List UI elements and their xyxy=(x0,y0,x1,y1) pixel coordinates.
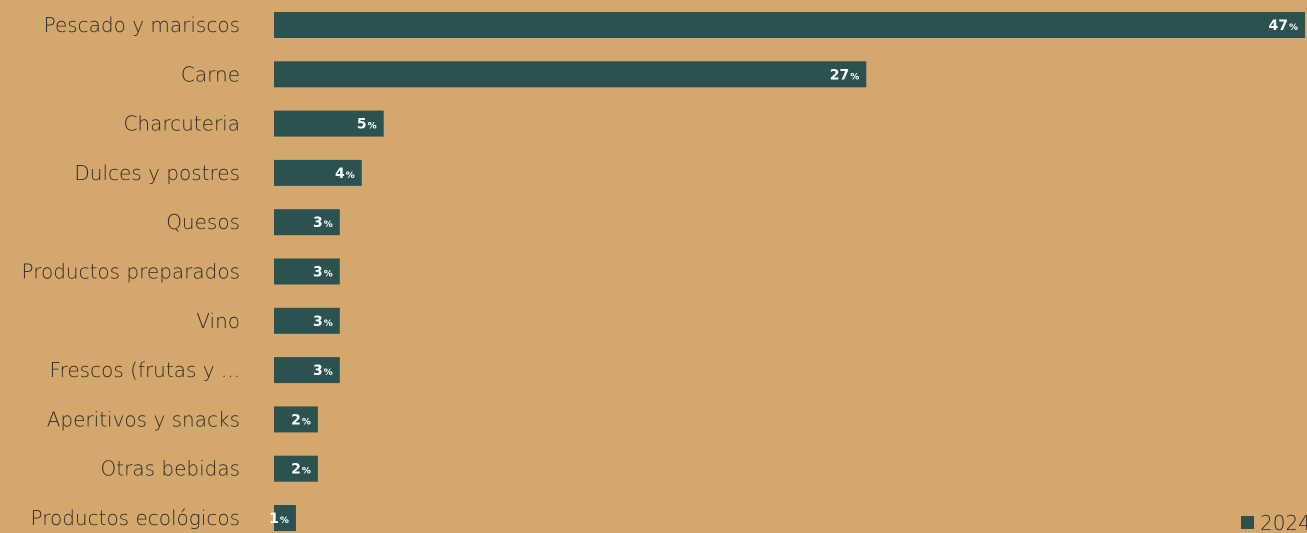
category-label: Frescos (frutas y ... xyxy=(50,358,240,382)
bar xyxy=(274,110,384,137)
bar xyxy=(274,12,1305,38)
value-label: 47% xyxy=(1268,18,1298,34)
bar xyxy=(274,505,296,531)
bar xyxy=(274,258,340,285)
value-label: 1% xyxy=(269,511,289,527)
value-number: 5 xyxy=(357,117,367,133)
value-label: 3% xyxy=(313,363,333,379)
category-label: Vino xyxy=(196,309,240,333)
legend: 2024 xyxy=(1241,511,1307,533)
category-label: Pescado y mariscos xyxy=(44,13,240,37)
bar xyxy=(274,455,318,482)
value-unit: % xyxy=(346,171,355,181)
bar xyxy=(274,159,362,186)
category-labels: Pescado y mariscos Carne Charcuteria Dulces… xyxy=(21,13,240,530)
value-label: 2% xyxy=(291,462,311,478)
value-number: 2 xyxy=(291,412,301,428)
value-label: 3% xyxy=(313,265,333,281)
bar xyxy=(274,209,340,236)
value-number: 3 xyxy=(313,363,323,379)
value-unit: % xyxy=(302,417,311,427)
category-label: Otras bebidas xyxy=(101,457,240,481)
value-unit: % xyxy=(280,516,289,526)
category-label: Carne xyxy=(181,62,240,86)
value-number: 3 xyxy=(313,265,323,281)
category-label: Dulces y postres xyxy=(74,161,240,185)
value-label: 3% xyxy=(313,314,333,330)
bar xyxy=(274,357,340,384)
value-number: 47 xyxy=(1268,18,1287,34)
value-number: 4 xyxy=(335,166,345,182)
value-unit: % xyxy=(302,467,311,477)
category-label: Productos ecológicos xyxy=(31,506,241,530)
value-labels: 47%27%5%4%3%3%3%3%2%2%1% xyxy=(269,18,1298,527)
value-unit: % xyxy=(368,122,377,132)
bars xyxy=(274,12,1305,531)
value-number: 1 xyxy=(269,511,279,527)
value-label: 4% xyxy=(335,166,355,182)
value-label: 3% xyxy=(313,215,333,231)
value-label: 2% xyxy=(291,412,311,428)
category-label: Charcuteria xyxy=(123,112,240,136)
value-unit: % xyxy=(324,270,333,280)
legend-label: 2024 xyxy=(1260,511,1307,533)
value-unit: % xyxy=(324,368,333,378)
value-unit: % xyxy=(324,220,333,230)
value-label: 27% xyxy=(830,67,860,83)
bar xyxy=(274,61,867,88)
value-number: 2 xyxy=(291,462,301,478)
value-number: 3 xyxy=(313,215,323,231)
bar xyxy=(274,307,340,334)
value-label: 5% xyxy=(357,117,377,133)
value-unit: % xyxy=(1289,23,1298,33)
value-number: 3 xyxy=(313,314,323,330)
value-number: 27 xyxy=(830,67,849,83)
value-unit: % xyxy=(850,72,859,82)
category-label: Quesos xyxy=(166,210,240,234)
bar xyxy=(274,406,318,433)
value-unit: % xyxy=(324,319,333,329)
category-label: Aperitivos y snacks xyxy=(47,407,240,431)
category-label: Productos preparados xyxy=(21,260,240,284)
legend-swatch xyxy=(1241,516,1254,529)
